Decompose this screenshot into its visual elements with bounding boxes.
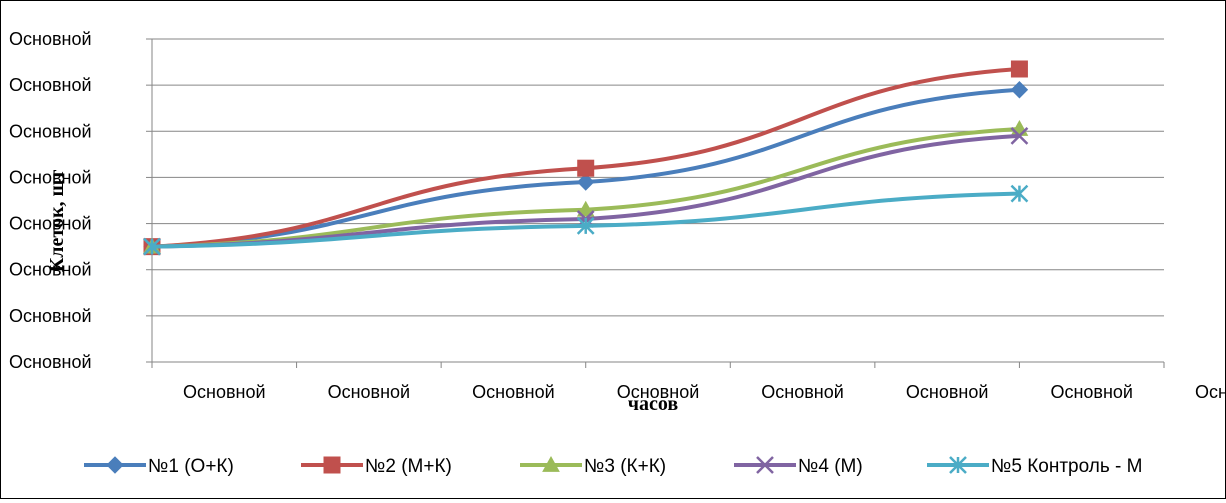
y-tick-label: Основной (9, 167, 92, 187)
legend-label: №1 (О+К) (148, 456, 234, 477)
x-tick-label: Основной (617, 382, 700, 402)
data-point (576, 200, 595, 217)
legend-item: №2 (М+К) (301, 456, 452, 477)
x-tick-label: Основной (328, 382, 411, 402)
y-tick-label: Основной (9, 121, 92, 141)
legend-label: №3 (К+К) (584, 456, 666, 477)
y-tick-label: Основной (9, 214, 92, 234)
legend-marker (949, 456, 967, 474)
legend-label: №4 (М) (798, 456, 863, 477)
y-tick-labels: Основной Основной Основной Основной Основной… (9, 29, 92, 372)
x-tick-label: Основной (1195, 382, 1225, 402)
data-point (1010, 184, 1029, 203)
legend-label: №2 (М+К) (365, 456, 452, 477)
x-tick-labels: Основной Основной Основной Основной Основной… (183, 382, 1226, 402)
legend-item: №4 (М) (734, 456, 863, 477)
data-point (143, 237, 161, 256)
series-lines (143, 60, 1029, 256)
legend-marker (106, 456, 124, 474)
legend-item: №3 (К+К) (520, 455, 666, 477)
x-tick-label: Основной (183, 382, 266, 402)
legend-marker (756, 456, 774, 474)
y-tick-label: Основной (9, 306, 92, 326)
x-tick-label: Основной (1050, 382, 1133, 402)
data-point (1010, 127, 1029, 145)
x-tick-label: Основной (906, 382, 989, 402)
legend-item: №1 (О+К) (84, 456, 234, 477)
y-tick-label: Основной (9, 75, 92, 95)
legend-item: №5 Контроль - М (927, 456, 1142, 477)
legend-marker (323, 456, 341, 474)
gridlines (152, 38, 1164, 317)
y-tick-label: Основной (9, 352, 92, 372)
y-tick-label: Основной (9, 260, 92, 280)
y-axis-title: Клеток, шт (46, 170, 68, 273)
series-5 (143, 184, 1029, 256)
data-point (1010, 81, 1029, 99)
x-axis-title: часов (628, 393, 679, 415)
data-point (576, 216, 595, 235)
axes (146, 38, 1165, 368)
data-point (577, 159, 595, 177)
x-tick-label: Основной (761, 382, 844, 402)
legend: №1 (О+К) №2 (М+К) №3 (К+К) №4 (М) №5 Контрол… (84, 455, 1142, 477)
legend-marker (542, 455, 560, 472)
data-point (1010, 60, 1028, 78)
data-point (577, 173, 595, 191)
x-tick-label: Основной (472, 382, 555, 402)
y-tick-label: Основной (9, 29, 92, 49)
legend-label: №5 Контроль - М (991, 456, 1142, 477)
